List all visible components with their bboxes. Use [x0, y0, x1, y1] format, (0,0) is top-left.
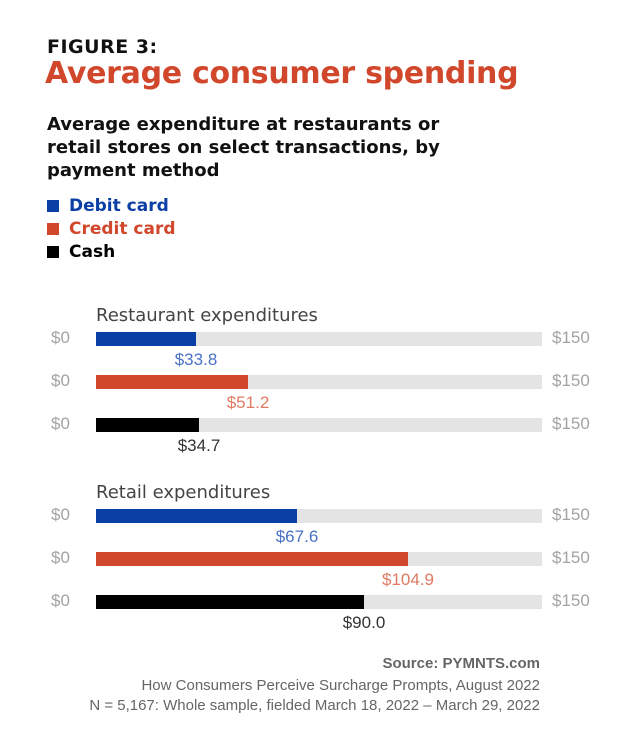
axis-min-label: $0 — [51, 548, 70, 567]
group-title: Retail expenditures — [96, 482, 271, 503]
figure-label: FIGURE 3: — [47, 36, 158, 58]
bar-credit — [96, 552, 408, 566]
bar-debit — [96, 332, 196, 346]
axis-max-label: $150 — [552, 414, 590, 433]
bar-debit — [96, 509, 297, 523]
source-label: Source: PYMNTS.com — [382, 655, 540, 672]
legend-label-credit: Credit card — [69, 218, 176, 239]
axis-max-label: $150 — [552, 371, 590, 390]
bar-track: $104.9 — [96, 552, 542, 589]
value-label-cash: $34.7 — [177, 436, 221, 455]
legend-label-cash: Cash — [69, 241, 116, 262]
bar-cash — [96, 595, 364, 609]
bar-row-debit: $0 $33.8 $150 — [0, 328, 638, 369]
bar-cash — [96, 418, 199, 432]
legend-swatch-debit — [47, 199, 59, 212]
bar-row-cash: $0 $90.0 $150 — [0, 591, 638, 632]
legend-item-debit: Debit card — [47, 194, 176, 217]
legend-label-debit: Debit card — [69, 195, 169, 216]
bar-row-credit: $0 $51.2 $150 — [0, 371, 638, 412]
axis-max-label: $150 — [552, 505, 590, 524]
value-label-credit: $104.9 — [382, 570, 434, 589]
bar-row-debit: $0 $67.6 $150 — [0, 505, 638, 546]
axis-min-label: $0 — [51, 505, 70, 524]
bar-row-cash: $0 $34.7 $150 — [0, 414, 638, 455]
group-title: Restaurant expenditures — [96, 305, 318, 326]
legend-item-credit: Credit card — [47, 217, 176, 240]
axis-max-label: $150 — [552, 548, 590, 567]
axis-min-label: $0 — [51, 591, 70, 610]
value-label-cash: $90.0 — [342, 613, 386, 632]
axis-min-label: $0 — [51, 328, 70, 347]
legend-swatch-cash — [47, 245, 59, 258]
bar-track: $67.6 — [96, 509, 542, 546]
sample-note: N = 5,167: Whole sample, fielded March 1… — [89, 697, 540, 714]
chart-subtitle: Average expenditure at restaurants or re… — [47, 114, 440, 181]
axis-min-label: $0 — [51, 414, 70, 433]
chart-title: Average consumer spending — [45, 56, 519, 91]
bar-row-credit: $0 $104.9 $150 — [0, 548, 638, 589]
legend: Debit card Credit card Cash — [47, 194, 176, 263]
value-label-credit: $51.2 — [226, 393, 270, 412]
legend-item-cash: Cash — [47, 240, 176, 263]
axis-min-label: $0 — [51, 371, 70, 390]
bar-track: $51.2 — [96, 375, 542, 412]
axis-max-label: $150 — [552, 591, 590, 610]
bar-track: $33.8 — [96, 332, 542, 369]
value-label-debit: $67.6 — [275, 527, 319, 546]
report-note: How Consumers Perceive Surcharge Prompts… — [141, 677, 540, 694]
bar-track: $34.7 — [96, 418, 542, 455]
bar-credit — [96, 375, 248, 389]
axis-max-label: $150 — [552, 328, 590, 347]
legend-swatch-credit — [47, 222, 59, 235]
bar-track: $90.0 — [96, 595, 542, 632]
value-label-debit: $33.8 — [174, 350, 218, 369]
